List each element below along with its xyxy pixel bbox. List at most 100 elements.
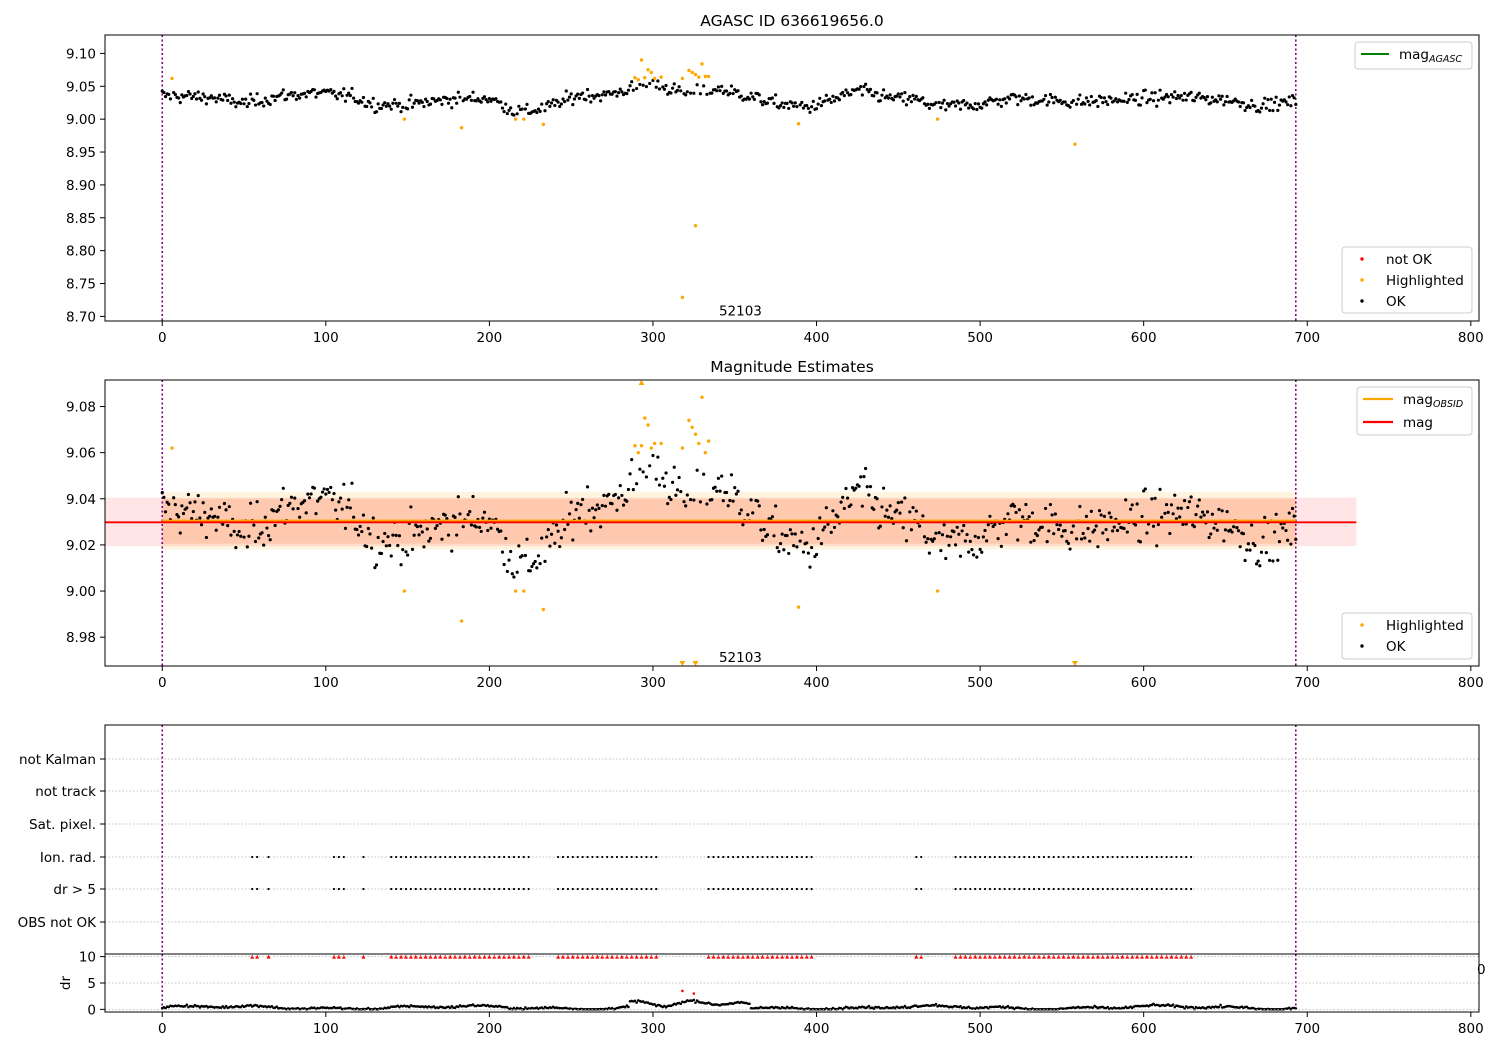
ok-point [715,89,719,93]
ok-point [1209,101,1213,105]
ok-point [599,99,603,103]
x-tick-label: 600 [1131,330,1157,346]
flag-point [444,887,447,891]
ok-point [1004,532,1008,537]
ok-point [814,552,819,557]
ok-point [214,100,218,104]
ok-point [1276,558,1280,562]
flag-point [1180,855,1183,859]
highlighted-point [690,425,694,429]
ok-point [1168,531,1172,536]
ok-point [1125,100,1129,104]
flag-point [419,855,422,859]
ok-point [1084,96,1089,100]
ok-point [1143,88,1147,92]
ok-point [329,88,333,92]
ok-point [810,105,814,109]
ok-point [302,91,307,96]
ok-point [446,101,451,105]
ok-point [577,516,581,520]
ok-point [917,524,922,528]
ok-point [193,500,197,504]
dr-clipped-marker [423,954,428,959]
ok-point [944,556,948,561]
highlighted-point [687,418,691,423]
ok-point [617,496,621,500]
ok-point [651,453,655,458]
ok-point [255,500,259,504]
ok-point [181,511,186,516]
ok-point [705,502,709,506]
ok-point [505,111,509,116]
dr-clipped-marker [521,954,526,959]
dr-clipped-marker [403,954,408,959]
ok-point [1099,95,1103,100]
panel-title: AGASC ID 636619656.0 [700,12,884,30]
ok-point [677,475,681,480]
dr-clipped-marker [1130,954,1135,959]
ok-point [304,95,308,99]
ok-point [1194,513,1198,517]
ok-point [450,549,454,553]
flag-point [736,887,740,891]
ok-point [1043,506,1048,511]
ok-point [1155,544,1159,548]
ok-point [986,98,990,102]
flag-point [251,855,254,859]
flag-point [1037,855,1041,859]
flag-point [1185,855,1188,859]
y-tick-label: 9.06 [66,446,96,462]
ok-point [271,509,276,513]
flag-point [717,887,720,891]
legend-marker [1360,299,1364,303]
ok-point [841,495,845,499]
dr-clipped-marker [448,954,453,959]
ok-point [1145,531,1149,535]
ok-point [780,101,784,105]
flag-point [655,855,658,859]
flag-point [650,855,653,859]
ok-point [630,80,634,84]
ok-point [263,96,267,100]
ok-point [361,513,366,517]
x-tick-label: 500 [967,1021,993,1037]
ok-point [482,510,487,514]
ok-point [675,488,680,492]
dr-clipped-marker [1086,954,1091,959]
highlighted-point [402,117,407,121]
legend-label: mag [1399,47,1429,63]
flag-point [1175,855,1178,859]
ok-point [163,510,168,514]
flag-point [517,887,520,891]
ok-point [1003,97,1007,101]
ok-point [500,550,505,554]
flag-point [761,855,764,859]
ok-point [661,85,665,89]
ok-point [502,109,506,114]
flag-point [722,855,725,859]
ok-point [1253,543,1257,548]
flag-point [473,887,476,891]
dr-point [1171,1003,1175,1006]
ok-point [865,87,869,92]
ok-point [384,544,388,548]
ok-point [628,84,632,88]
ok-point [379,106,384,111]
flag-point [722,887,725,891]
dr-clipped-marker [619,954,624,959]
ok-point [692,498,696,502]
dr-clipped-marker [706,954,711,959]
ok-point [487,97,491,101]
ok-point [1112,525,1116,529]
ok-point [177,515,181,519]
ok-point [765,533,770,537]
ok-point [397,534,402,538]
flag-point [1008,855,1011,859]
ok-point [1102,514,1107,518]
ok-point [999,544,1003,548]
flag-point [741,887,745,891]
highlighted-point [680,446,685,450]
ok-point [1246,542,1250,546]
ok-point [579,503,583,507]
ok-point [1263,96,1267,100]
